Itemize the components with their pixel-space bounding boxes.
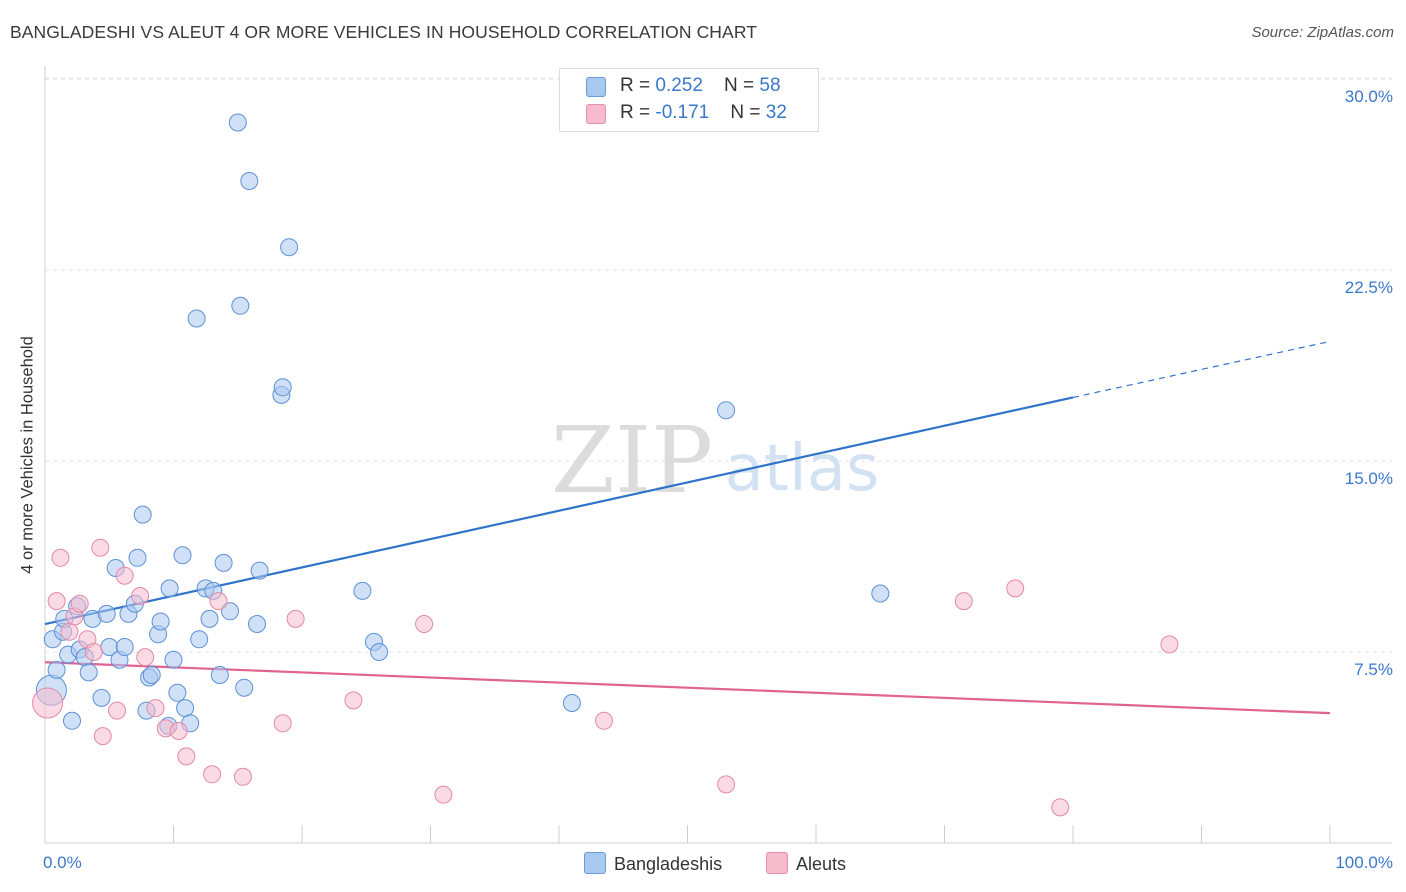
point-bangladeshis	[370, 643, 389, 661]
bottom-legend-label-aleuts: Aleuts	[796, 854, 847, 874]
point-bangladeshis	[717, 401, 736, 420]
legend-n-value-aleuts: 32	[765, 102, 787, 123]
point-aleuts	[91, 538, 110, 557]
point-bangladeshis	[79, 663, 98, 682]
point-aleuts	[954, 592, 973, 611]
point-bangladeshis	[248, 615, 266, 633]
legend-r-label: R =	[620, 102, 656, 123]
point-aleuts	[47, 592, 66, 611]
point-bangladeshis	[273, 378, 292, 397]
trend-line-extension	[1072, 340, 1331, 399]
point-aleuts	[136, 648, 155, 667]
point-bangladeshis	[250, 561, 269, 580]
point-aleuts	[1160, 635, 1179, 654]
point-aleuts	[233, 767, 252, 786]
point-aleuts	[84, 643, 103, 661]
point-aleuts	[273, 714, 292, 733]
point-bangladeshis	[151, 612, 170, 631]
bottom-legend-bangladeshis: Bangladeshis	[584, 852, 722, 876]
point-aleuts	[51, 548, 70, 567]
trend-lines	[44, 340, 1331, 715]
point-aleuts	[415, 615, 434, 633]
trend-line-aleuts	[44, 661, 1331, 715]
point-bangladeshis	[92, 688, 111, 707]
point-aleuts	[203, 765, 222, 784]
y-tick-label: 30.0%	[1344, 87, 1393, 106]
y-tick-label: 15.0%	[1344, 469, 1393, 488]
point-bangladeshis	[142, 666, 161, 684]
bottom-legend-swatch-aleuts	[766, 852, 788, 874]
legend-r-value-aleuts: -0.171	[655, 102, 710, 123]
point-aleuts	[434, 785, 453, 804]
point-bangladeshis	[176, 699, 195, 718]
point-bangladeshis	[187, 309, 206, 328]
point-aleuts	[209, 592, 228, 611]
point-aleuts	[286, 609, 305, 628]
point-bangladeshis	[221, 602, 239, 621]
bottom-legend-swatch-bangladeshis	[584, 852, 606, 874]
point-bangladeshis	[235, 678, 254, 697]
x-axis-max-label: 100.0%	[1335, 853, 1393, 872]
point-bangladeshis	[228, 113, 247, 132]
point-bangladeshis	[200, 609, 219, 628]
point-bangladeshis	[231, 296, 250, 315]
watermark-zip: ZIP	[551, 407, 713, 514]
y-tick-label: 7.5%	[1354, 660, 1393, 679]
point-aleuts	[60, 622, 79, 641]
point-bangladeshis	[97, 604, 116, 623]
point-bangladeshis	[115, 638, 134, 656]
point-bangladeshis	[240, 172, 259, 190]
x-axis-min-label: 0.0%	[43, 853, 82, 872]
point-bangladeshis	[173, 546, 192, 565]
bottom-legend-aleuts: Aleuts	[766, 852, 846, 876]
point-bangladeshis	[128, 548, 147, 567]
point-bangladeshis	[160, 579, 179, 598]
legend-n-label: N =	[730, 102, 766, 123]
legend-r-label: R =	[620, 75, 656, 96]
point-bangladeshis	[871, 584, 890, 603]
point-aleuts	[32, 687, 64, 719]
point-aleuts	[93, 727, 112, 746]
stats-legend: R = 0.252 N = 58 R = -0.171 N = 32	[559, 68, 819, 132]
legend-swatch-bangladeshis	[586, 77, 606, 97]
point-bangladeshis	[168, 683, 187, 702]
point-bangladeshis	[210, 666, 229, 684]
point-aleuts	[1006, 579, 1025, 598]
legend-swatch-aleuts	[586, 104, 606, 124]
point-bangladeshis	[47, 660, 66, 679]
point-bangladeshis	[353, 581, 372, 600]
point-bangladeshis	[280, 238, 299, 257]
point-aleuts	[1051, 798, 1070, 817]
point-aleuts	[115, 566, 134, 585]
source-credit: Source: ZipAtlas.com	[1251, 24, 1394, 41]
point-aleuts	[70, 594, 89, 613]
point-aleuts	[131, 587, 150, 605]
point-bangladeshis	[164, 650, 183, 669]
point-bangladeshis	[562, 694, 581, 712]
point-aleuts	[146, 699, 165, 718]
point-aleuts	[717, 775, 736, 794]
point-bangladeshis	[190, 630, 209, 649]
legend-n-label: N =	[724, 75, 760, 96]
watermark: ZIP atlas	[551, 407, 879, 514]
point-aleuts	[595, 711, 613, 730]
data-points	[32, 113, 1179, 817]
point-aleuts	[169, 722, 188, 740]
gridlines	[45, 77, 1392, 653]
point-bangladeshis	[214, 553, 233, 572]
y-tick-label: 22.5%	[1344, 278, 1393, 297]
point-aleuts	[177, 747, 196, 766]
point-aleuts	[344, 691, 363, 710]
point-bangladeshis	[63, 711, 81, 730]
point-aleuts	[108, 701, 126, 720]
bottom-legend-label-bangladeshis: Bangladeshis	[614, 854, 723, 874]
chart-title: BANGLADESHI VS ALEUT 4 OR MORE VEHICLES …	[10, 22, 758, 42]
legend-r-value-bangladeshis: 0.252	[655, 75, 703, 96]
legend-n-value-bangladeshis: 58	[759, 75, 781, 96]
point-bangladeshis	[133, 505, 152, 524]
